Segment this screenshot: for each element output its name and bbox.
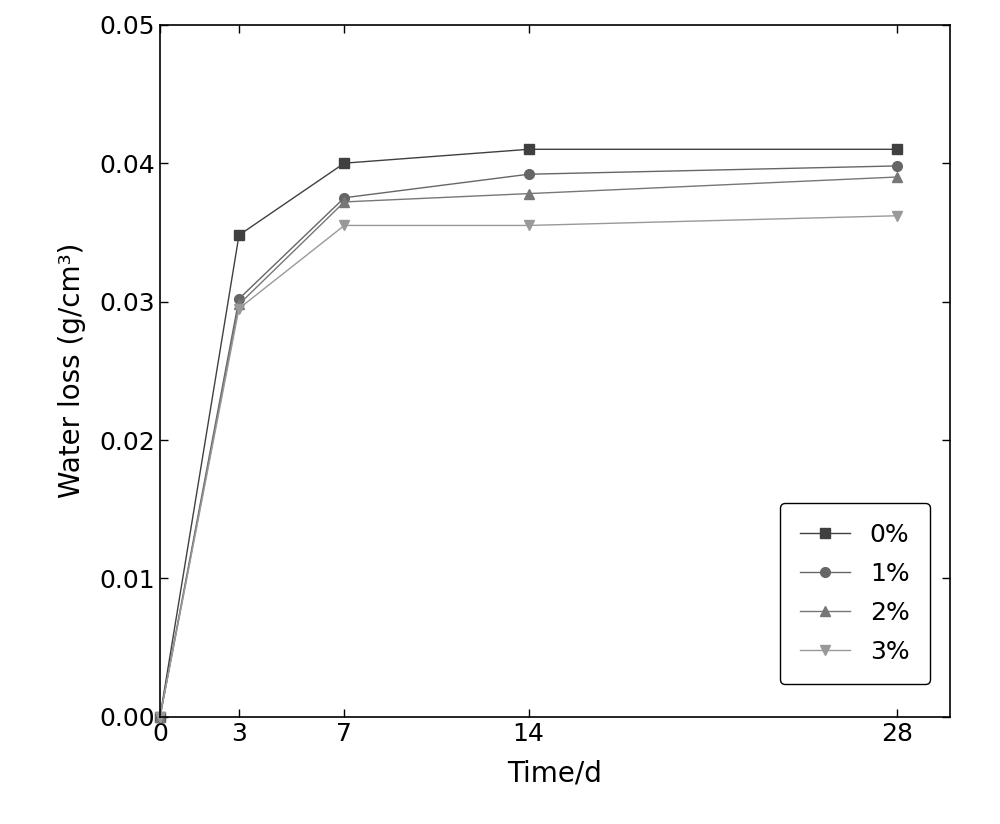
0% — [891, 144, 903, 154]
Y-axis label: Water loss (g/cm³): Water loss (g/cm³) — [57, 243, 86, 499]
1% — [233, 294, 245, 304]
2% — [154, 712, 166, 722]
3% — [154, 712, 166, 722]
2% — [891, 172, 903, 182]
2% — [338, 197, 350, 207]
Line: 2%: 2% — [155, 172, 902, 722]
X-axis label: Time/d: Time/d — [508, 760, 602, 788]
0% — [154, 712, 166, 722]
1% — [154, 712, 166, 722]
0% — [233, 230, 245, 240]
Line: 0%: 0% — [155, 144, 902, 722]
0% — [338, 158, 350, 168]
3% — [338, 221, 350, 231]
3% — [233, 303, 245, 313]
2% — [523, 189, 535, 199]
Legend: 0%, 1%, 2%, 3%: 0%, 1%, 2%, 3% — [780, 503, 930, 684]
1% — [891, 161, 903, 171]
3% — [891, 211, 903, 221]
1% — [338, 193, 350, 203]
0% — [523, 144, 535, 154]
3% — [523, 221, 535, 231]
2% — [233, 299, 245, 309]
Line: 1%: 1% — [155, 161, 902, 722]
Line: 3%: 3% — [155, 211, 902, 722]
1% — [523, 169, 535, 179]
